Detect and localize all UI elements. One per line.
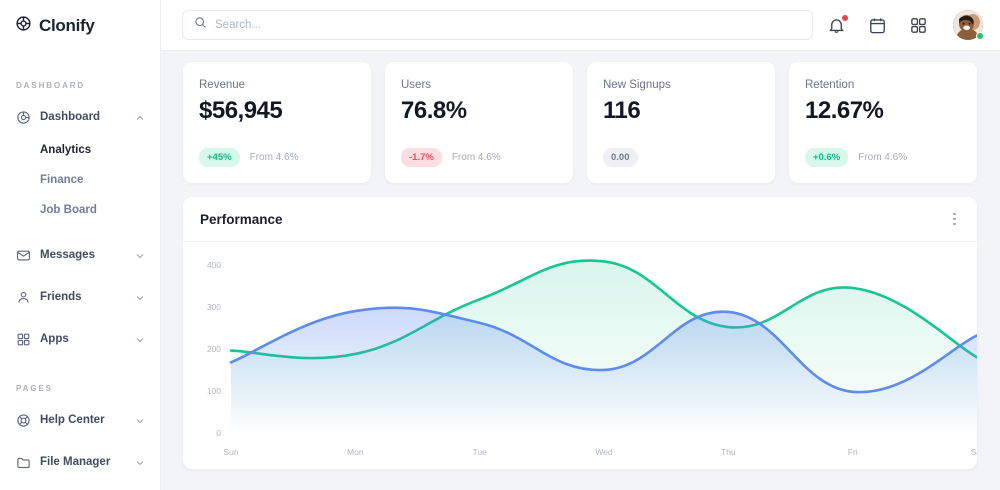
sidebar: Clonify DASHBOARD Dashboard Analytics Fi… — [0, 0, 161, 490]
chevron-down-icon[interactable] — [134, 414, 146, 426]
sidebar-item-label: Dashboard — [40, 111, 101, 123]
apps-grid-icon[interactable] — [909, 16, 928, 35]
chart-svg: 0 100 200 300 400 Sun Mon Tue Wed Thu Fri Sat — [207, 259, 977, 457]
status-badge: +0.6% — [805, 148, 849, 167]
stat-card-new-signups[interactable]: New Signups 116 0.00 — [587, 62, 775, 183]
svg-text:0: 0 — [216, 428, 221, 438]
sidebar-section-dashboard: DASHBOARD — [16, 81, 86, 90]
sidebar-item-label: Messages — [40, 249, 95, 261]
stat-footer: -1.7% From 4.6% — [401, 148, 556, 167]
user-icon — [16, 290, 31, 305]
chevron-down-icon[interactable] — [134, 333, 146, 345]
svg-text:200: 200 — [207, 344, 221, 354]
status-badge: 0.00 — [603, 148, 638, 167]
stat-card-users[interactable]: Users 76.8% -1.7% From 4.6% — [385, 62, 573, 183]
stat-value: 76.8% — [401, 97, 467, 124]
stat-footer: +0.6% From 4.6% — [805, 148, 960, 167]
search-icon — [194, 16, 207, 34]
stat-title: New Signups — [603, 79, 671, 91]
status-badge: +45% — [199, 148, 240, 167]
chevron-down-icon[interactable] — [134, 249, 146, 261]
sidebar-item-friends[interactable]: Friends — [0, 282, 160, 312]
user-avatar[interactable] — [953, 10, 984, 40]
svg-text:Mon: Mon — [347, 447, 364, 457]
aperture-icon — [15, 15, 32, 37]
sidebar-item-apps[interactable]: Apps — [0, 324, 160, 354]
sidebar-item-help-center[interactable]: Help Center — [0, 405, 160, 435]
performance-panel: Performance 0 100 200 300 400 Sun Mon Tue Wed Thu… — [183, 197, 977, 469]
content-area: Revenue $56,945 +45% From 4.6% Users 76.… — [161, 51, 1000, 490]
notification-badge-dot — [842, 14, 848, 21]
svg-text:Thu: Thu — [721, 447, 736, 457]
stat-footer: 0.00 — [603, 148, 758, 167]
stat-value: $56,945 — [199, 97, 283, 124]
search-box[interactable] — [182, 10, 813, 40]
mail-icon — [16, 248, 31, 263]
stat-title: Revenue — [199, 79, 246, 91]
sidebar-item-label: Friends — [40, 291, 82, 303]
search-input[interactable] — [215, 19, 801, 31]
svg-text:Sun: Sun — [223, 447, 238, 457]
chevron-down-icon[interactable] — [134, 291, 146, 303]
sidebar-item-messages[interactable]: Messages — [0, 240, 160, 270]
stat-value: 12.67% — [805, 97, 884, 124]
svg-text:100: 100 — [207, 386, 221, 396]
aperture-icon — [16, 110, 31, 125]
stat-cards: Revenue $56,945 +45% From 4.6% Users 76.… — [183, 62, 977, 183]
svg-text:Sat: Sat — [971, 447, 977, 457]
sidebar-item-file-manager[interactable]: File Manager — [0, 447, 160, 477]
kebab-menu-icon[interactable] — [949, 209, 960, 230]
sidebar-item-label: Help Center — [40, 414, 105, 426]
sidebar-item-finance[interactable]: Finance — [0, 168, 160, 192]
stat-subtext: From 4.6% — [249, 152, 299, 163]
sidebar-section-pages: PAGES — [16, 384, 53, 393]
svg-text:Fri: Fri — [848, 447, 858, 457]
brand-name: Clonify — [39, 16, 95, 35]
top-header — [161, 0, 1000, 51]
calendar-icon[interactable] — [868, 16, 887, 35]
stat-footer: +45% From 4.6% — [199, 148, 354, 167]
chevron-down-icon[interactable] — [134, 456, 146, 468]
sidebar-item-analytics[interactable]: Analytics — [0, 138, 160, 162]
svg-text:400: 400 — [207, 260, 221, 270]
status-badge: -1.7% — [401, 148, 442, 167]
svg-text:Wed: Wed — [595, 447, 613, 457]
performance-chart: 0 100 200 300 400 Sun Mon Tue Wed Thu Fri Sat — [183, 242, 977, 469]
grid-icon — [16, 332, 31, 347]
stat-subtext: From 4.6% — [858, 152, 908, 163]
header-actions — [827, 10, 984, 40]
panel-header: Performance — [183, 197, 977, 242]
notifications-icon[interactable] — [827, 14, 848, 35]
stat-card-revenue[interactable]: Revenue $56,945 +45% From 4.6% — [183, 62, 371, 183]
sidebar-item-dashboard[interactable]: Dashboard — [0, 102, 160, 132]
stat-value: 116 — [603, 97, 641, 124]
lifebuoy-icon — [16, 413, 31, 428]
stat-subtext: From 4.6% — [451, 152, 501, 163]
stat-title: Users — [401, 79, 432, 91]
sidebar-item-job-board[interactable]: Job Board — [0, 198, 160, 222]
folder-icon — [16, 455, 31, 470]
svg-text:300: 300 — [207, 302, 221, 312]
sidebar-subitem-label: Job Board — [40, 204, 97, 216]
page-title: Performance — [200, 211, 283, 227]
stat-title: Retention — [805, 79, 855, 91]
online-status-dot — [976, 32, 984, 40]
sidebar-subitem-label: Finance — [40, 174, 84, 186]
chevron-up-icon[interactable] — [134, 111, 146, 123]
sidebar-subitem-label: Analytics — [40, 144, 92, 156]
svg-text:Tue: Tue — [472, 447, 487, 457]
sidebar-item-label: File Manager — [40, 456, 111, 468]
sidebar-item-label: Apps — [40, 333, 69, 345]
brand-logo[interactable]: Clonify — [0, 0, 160, 37]
stat-card-retention[interactable]: Retention 12.67% +0.6% From 4.6% — [789, 62, 977, 183]
main-area: Revenue $56,945 +45% From 4.6% Users 76.… — [161, 0, 1000, 490]
